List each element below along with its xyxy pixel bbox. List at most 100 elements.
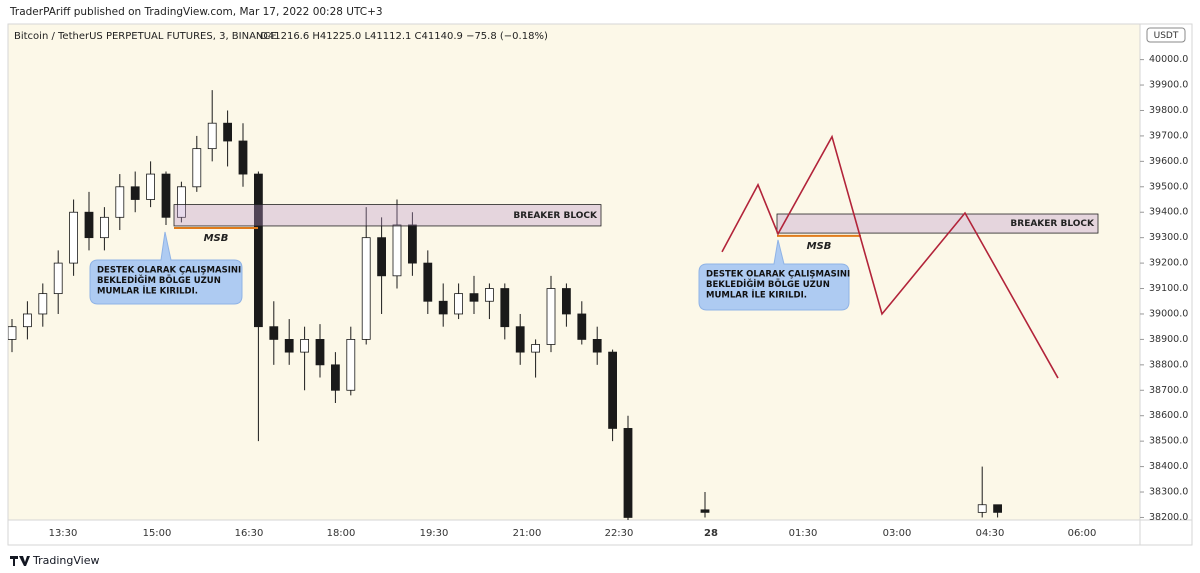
callout-text: MUMLAR İLE KIRILDI. [97, 286, 198, 297]
x-tick-label: 01:30 [789, 528, 818, 539]
candle-body [8, 326, 17, 340]
y-tick-label: 40000.0 [1149, 54, 1188, 65]
candle-body [69, 211, 78, 264]
x-tick-label: 03:00 [883, 528, 912, 539]
candle-body [454, 293, 464, 315]
candle-body [500, 288, 510, 328]
candle-body [53, 262, 63, 295]
y-tick-label: 38300.0 [1149, 487, 1188, 498]
candle-body [608, 351, 617, 429]
y-tick-label: 39700.0 [1149, 130, 1188, 141]
candle-body [22, 313, 32, 328]
callout-text: BEKLEDİĞİM BÖLGE UZUN [706, 278, 830, 290]
candle-body [377, 237, 387, 277]
candle-body [515, 326, 525, 353]
candle-body [623, 428, 633, 518]
candle-body [469, 293, 479, 302]
y-tick-label: 39000.0 [1149, 308, 1188, 319]
y-tick-label: 38200.0 [1149, 512, 1188, 523]
candle-body [284, 339, 294, 353]
y-tick-label: 38600.0 [1149, 410, 1188, 421]
candle-body [300, 339, 310, 353]
x-tick-label: 15:00 [143, 528, 172, 539]
currency: USDT [1154, 31, 1179, 41]
callout-text: BEKLEDİĞİM BÖLGE UZUN [97, 274, 221, 286]
y-tick-label: 39200.0 [1149, 258, 1188, 269]
candle-body [392, 224, 402, 277]
y-tick-label: 39800.0 [1149, 105, 1188, 116]
frame [7, 23, 1193, 546]
x-tick-label: 18:00 [327, 528, 356, 539]
candle-body [269, 326, 279, 340]
footer: TradingView [10, 554, 99, 567]
breaker-label: BREAKER BLOCK [513, 211, 598, 221]
y-tick-label: 38900.0 [1149, 334, 1188, 345]
candle-body [484, 288, 494, 302]
y-tick-label: 38500.0 [1149, 436, 1188, 447]
candle-body [407, 224, 417, 264]
y-tick-label: 39900.0 [1149, 80, 1188, 91]
msb-label: MSB [204, 233, 229, 244]
callout [89, 231, 243, 305]
callout-text: DESTEK OLARAK ÇALIŞMASINI [706, 270, 850, 280]
candle-body [361, 237, 371, 340]
x-tick-label: 04:30 [976, 528, 1005, 539]
candle-body [100, 216, 109, 239]
brand: TradingView [32, 554, 99, 567]
y-tick-label: 39500.0 [1149, 181, 1188, 192]
candle-body [253, 173, 263, 328]
x-tick-label: 13:30 [49, 528, 78, 539]
msb-label: MSB [807, 241, 832, 252]
symbol: Bitcoin / TetherUS PERPETUAL FUTURES, 3,… [14, 31, 277, 42]
candle-body [315, 339, 325, 366]
candle-body [993, 504, 1002, 513]
candle-body [238, 140, 248, 175]
candle-body [592, 339, 602, 353]
candle-body [192, 148, 202, 188]
x-tick-label: 22:30 [605, 528, 634, 539]
x-tick-label: 28 [704, 528, 718, 539]
y-tick-label: 38700.0 [1149, 385, 1188, 396]
x-tick-label: 19:30 [420, 528, 449, 539]
price-axis [1140, 24, 1192, 520]
plot [8, 90, 1099, 520]
candle-body [700, 509, 710, 513]
x-tick-label: 21:00 [513, 528, 542, 539]
breaker-label: BREAKER BLOCK [1010, 219, 1095, 229]
x-tick-label: 16:30 [235, 528, 264, 539]
candle-body [546, 288, 556, 345]
callout-text: DESTEK OLARAK ÇALIŞMASINI [97, 266, 241, 276]
ohlc-legend: O41216.6 H41225.0 L41112.1 C41140.9 −75.… [260, 31, 548, 42]
candle-body [438, 300, 448, 315]
y-tick-label: 38800.0 [1149, 359, 1188, 370]
candle-body [423, 262, 433, 302]
y-tick-label: 39300.0 [1149, 232, 1188, 243]
candle-body [130, 186, 140, 200]
candle-body [562, 288, 571, 315]
callout [698, 239, 850, 311]
y-tick-label: 39100.0 [1149, 283, 1188, 294]
candle-body [161, 173, 171, 218]
breaker-block [173, 204, 602, 227]
candle-body [84, 211, 94, 239]
candle-body [577, 313, 587, 340]
x-tick-label: 06:00 [1068, 528, 1097, 539]
y-tick-label: 39600.0 [1149, 156, 1188, 167]
publisher: TraderPAriff published on TradingView.co… [9, 6, 383, 18]
candle-body [531, 344, 540, 353]
candle-body [176, 186, 186, 218]
projection [721, 134, 1059, 379]
currency-badge[interactable] [1146, 27, 1186, 43]
candle-body [38, 293, 48, 315]
callout-text: MUMLAR İLE KIRILDI. [706, 290, 807, 301]
candle-body [346, 339, 356, 391]
candle-body [115, 186, 125, 218]
candle-body [146, 173, 156, 200]
y-tick-label: 39400.0 [1149, 207, 1188, 218]
logo [10, 556, 30, 566]
candle-body [977, 504, 987, 513]
candle-body [330, 364, 340, 391]
candle-body [207, 122, 217, 150]
y-tick-label: 38400.0 [1149, 461, 1188, 472]
